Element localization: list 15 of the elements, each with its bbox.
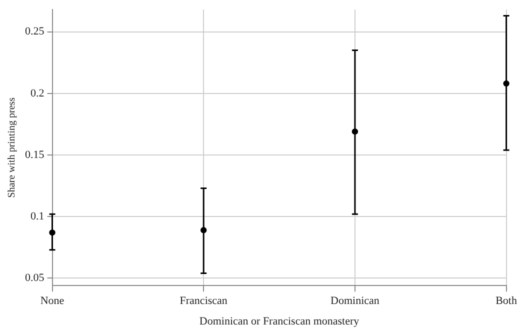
x-tick-label: None bbox=[40, 295, 64, 308]
y-axis-title: Share with printing press bbox=[6, 97, 18, 198]
y-tick-label: 0.25 bbox=[25, 26, 45, 38]
y-tick-label: 0.2 bbox=[30, 87, 44, 100]
x-tick-label: Franciscan bbox=[180, 295, 228, 308]
point bbox=[49, 230, 56, 236]
y-tick-label: 0.15 bbox=[25, 148, 45, 161]
x-tick-label: Dominican bbox=[330, 295, 380, 308]
y-tick-label: 0.1 bbox=[30, 210, 44, 222]
y-tick-label: 0.05 bbox=[25, 272, 45, 284]
point bbox=[200, 227, 207, 234]
point bbox=[352, 128, 358, 135]
x-tick-label: Both bbox=[496, 295, 518, 308]
x-axis-title: Dominican or Franciscan monastery bbox=[199, 315, 360, 328]
point bbox=[503, 80, 510, 87]
